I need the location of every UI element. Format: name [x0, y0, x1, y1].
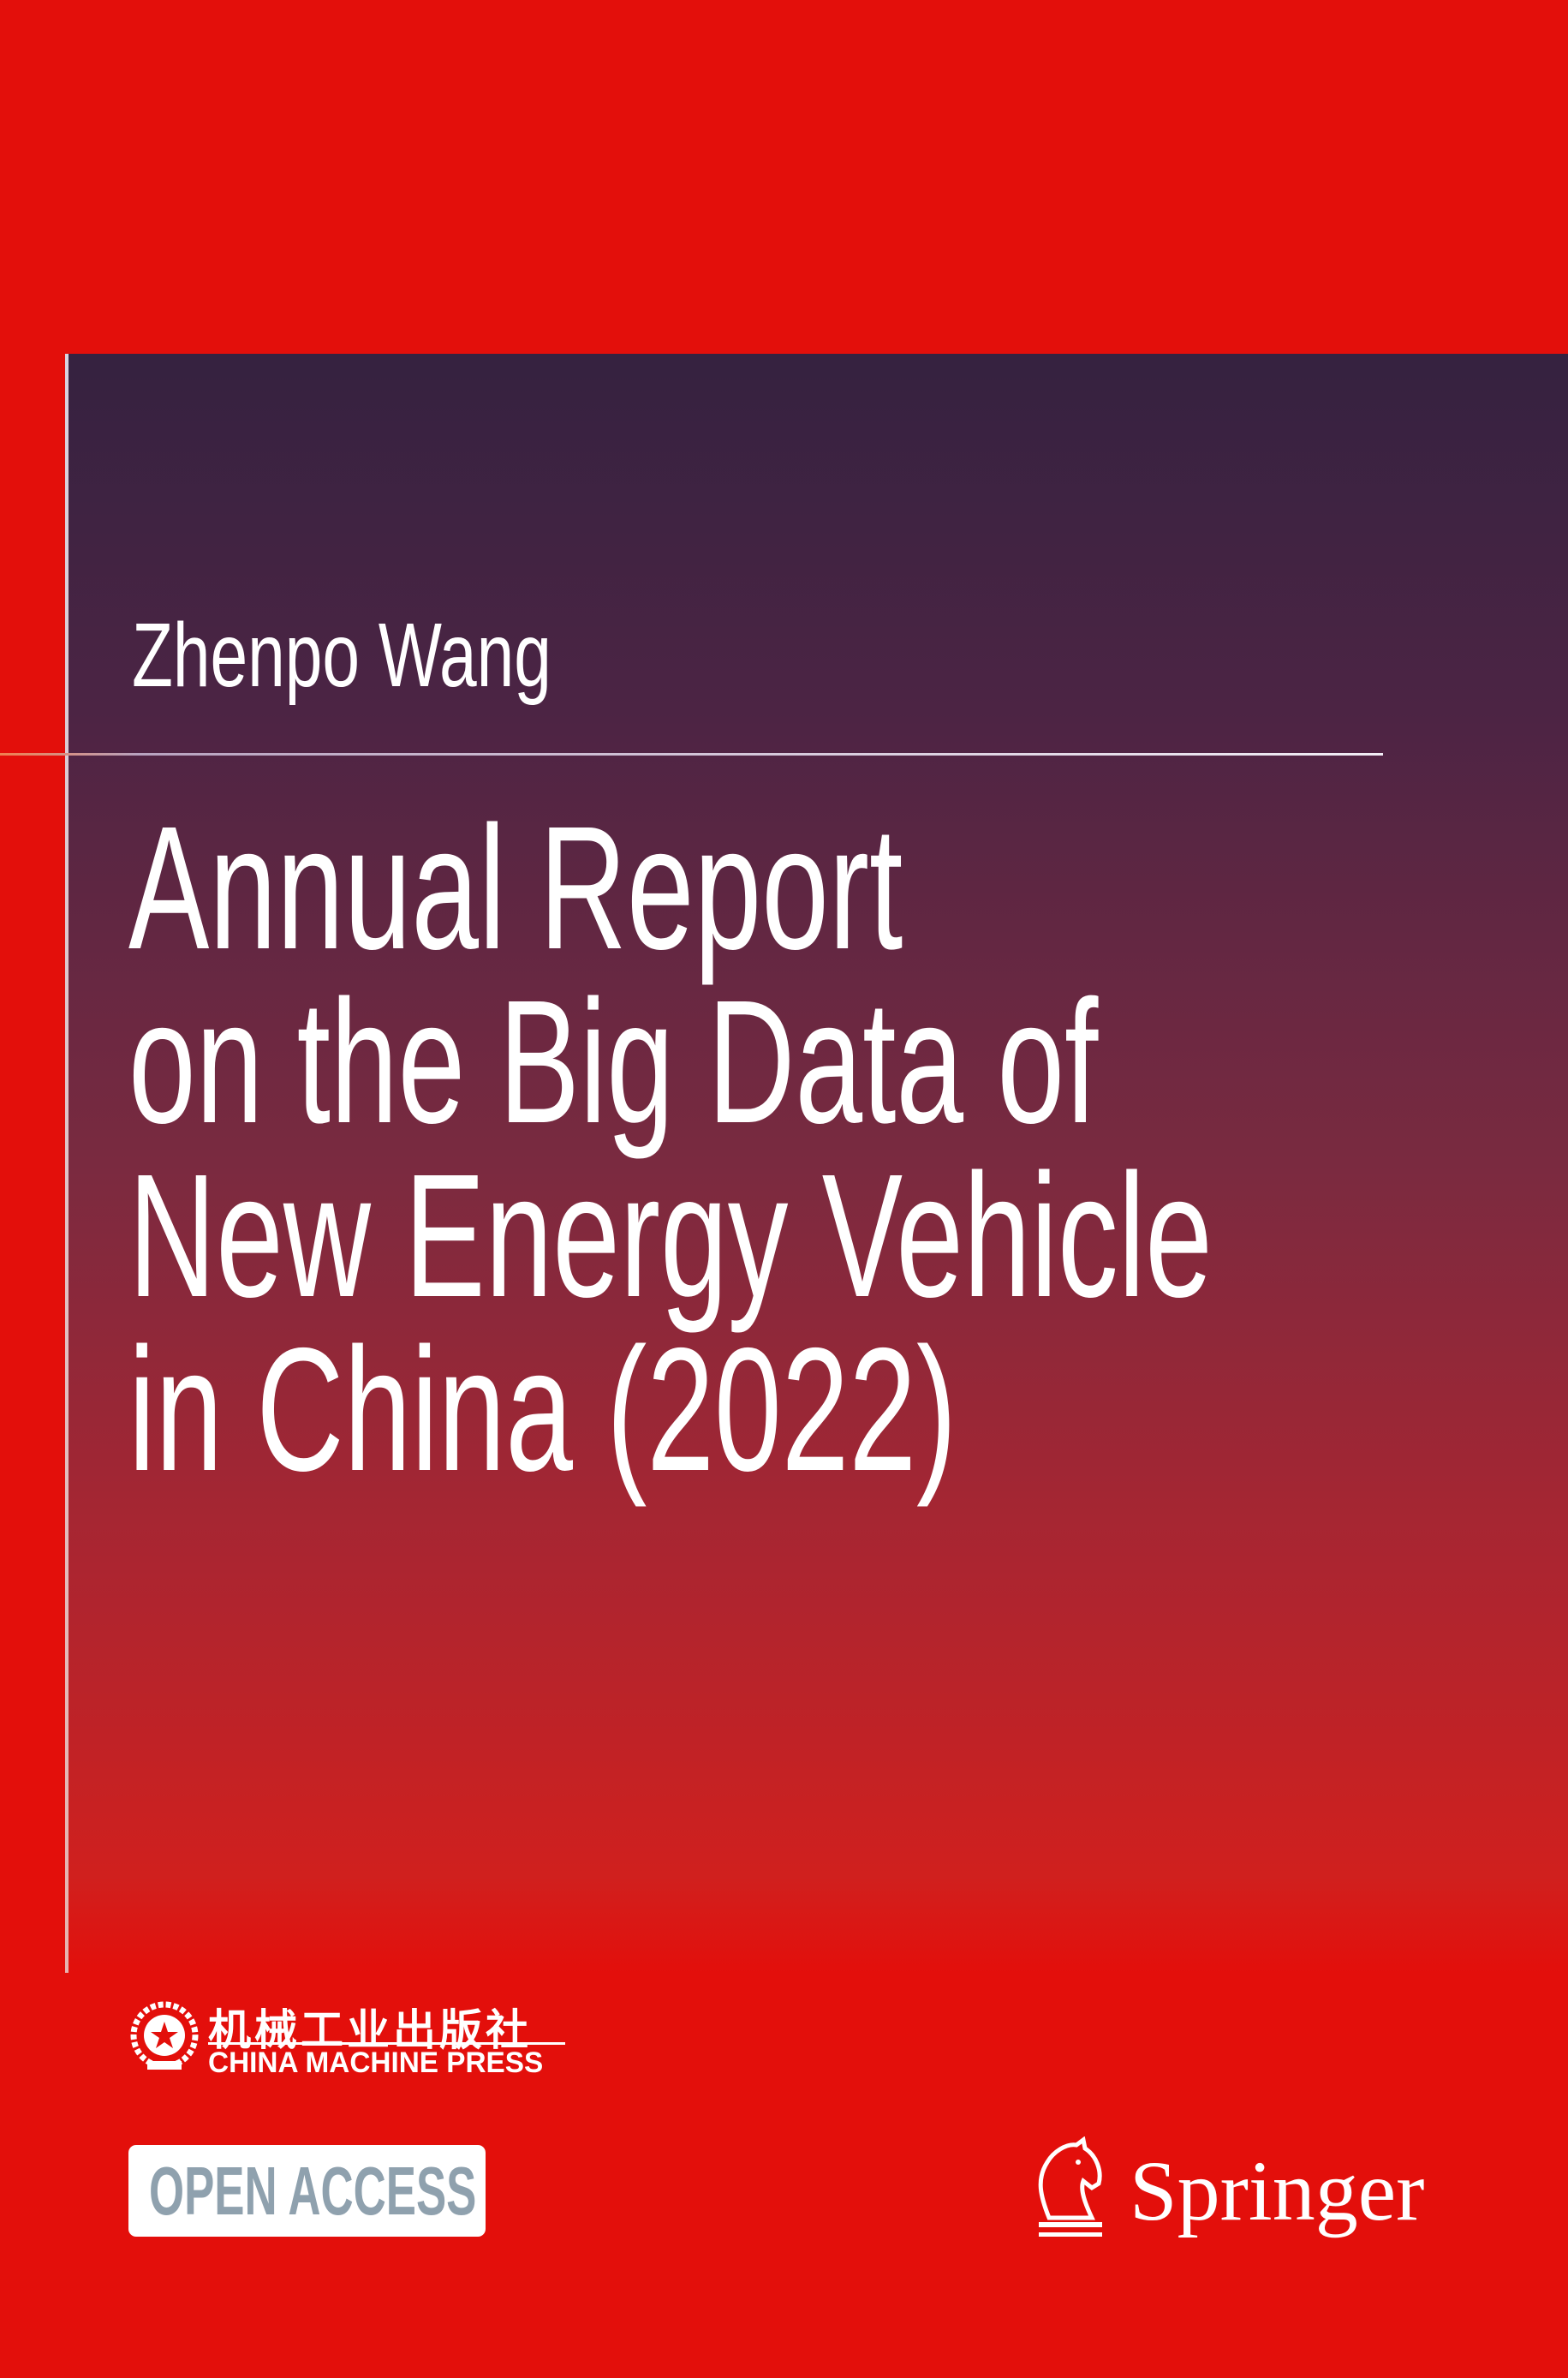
- horizontal-rule: [0, 753, 1383, 756]
- title: Annual Report on the Big Data of New Ene…: [128, 790, 1213, 1508]
- title-line: on the Big Data of: [128, 964, 1099, 1160]
- publisher-emblem: [130, 2001, 199, 2070]
- author: Zhenpo Wang: [132, 605, 551, 706]
- vertical-rule: [65, 354, 69, 1973]
- title-line: New Energy Vehicle: [128, 1138, 1213, 1334]
- title-line: in China (2022): [128, 1311, 957, 1508]
- publisher-rule: [208, 2042, 565, 2045]
- open-access-badge: OPEN ACCESS: [128, 2145, 486, 2237]
- springer-horse: [1038, 2136, 1102, 2237]
- publisher-name-en: CHINA MACHINE PRESS: [208, 2046, 544, 2079]
- imprint: Springer: [1130, 2143, 1425, 2238]
- publisher-name-zh: 机械工业出版社: [208, 2006, 532, 2054]
- cover-panel: [67, 354, 1568, 1973]
- title-line: Annual Report: [128, 790, 903, 986]
- badge-text: OPEN ACCESS: [149, 2153, 477, 2229]
